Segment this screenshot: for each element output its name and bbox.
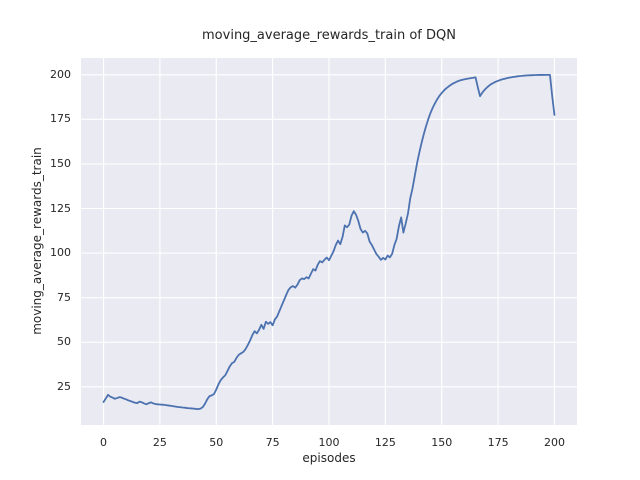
y-tick-label: 175: [50, 112, 71, 126]
y-tick-label: 50: [57, 335, 71, 349]
x-tick-label: 50: [209, 436, 224, 449]
chart-title: moving_average_rewards_train of DQN: [202, 28, 456, 43]
y-tick-label: 200: [50, 67, 71, 81]
x-tick-label: 125: [374, 436, 396, 449]
y-axis-label: moving_average_rewards_train: [30, 147, 44, 335]
y-tick-label: 100: [50, 246, 71, 260]
x-tick-label: 175: [487, 436, 509, 449]
x-tick-label: 0: [100, 436, 108, 449]
y-tick-label: 125: [50, 201, 71, 215]
y-tick-label: 75: [57, 290, 71, 304]
y-tick-label: 150: [50, 156, 71, 170]
reward-line-series: [102, 73, 556, 411]
x-tick-label: 150: [431, 436, 453, 449]
y-tick-label: 25: [57, 379, 71, 393]
x-tick-label: 100: [318, 436, 340, 449]
x-axis-label: episodes: [302, 451, 356, 465]
x-tick-label: 75: [265, 436, 280, 449]
x-tick-label: 25: [152, 436, 167, 449]
x-tick-label: 200: [543, 436, 565, 449]
